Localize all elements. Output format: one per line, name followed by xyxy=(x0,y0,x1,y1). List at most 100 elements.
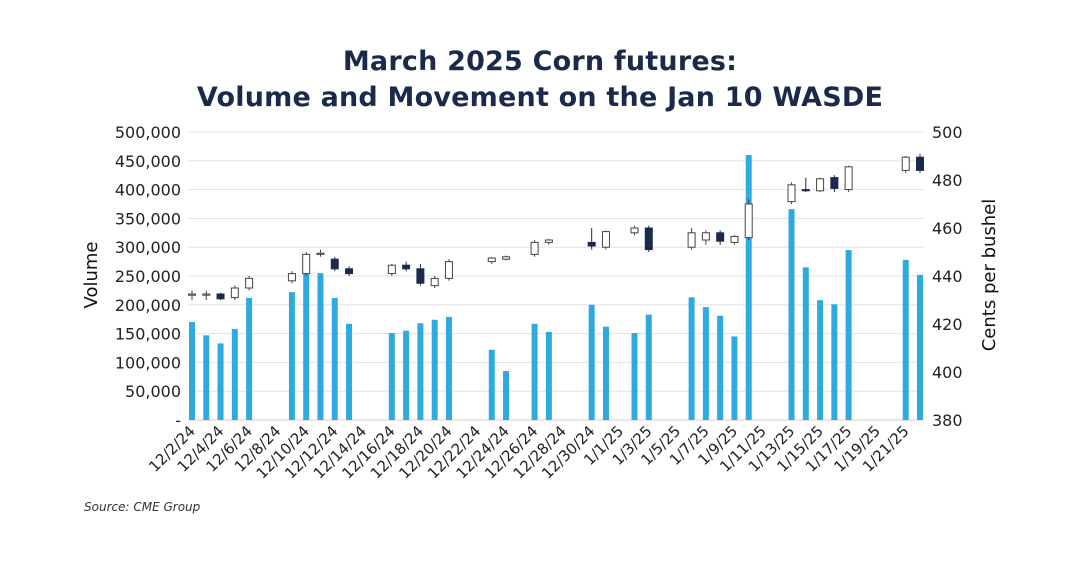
volume-bar xyxy=(602,326,609,420)
candle xyxy=(687,228,696,250)
left-tick-label: 250,000 xyxy=(115,267,181,286)
left-tick-label: - xyxy=(175,411,181,430)
candle-body xyxy=(530,241,539,255)
volume-bar xyxy=(417,323,424,420)
candle xyxy=(916,153,924,173)
x-axis-ticks: 12/2/2412/4/2412/6/2412/8/2412/10/2412/1… xyxy=(145,422,912,482)
volume-bar xyxy=(388,333,395,420)
volume-bar xyxy=(431,319,438,420)
chart-title: March 2025 Corn futures: Volume and Move… xyxy=(0,44,1080,116)
candle xyxy=(544,238,553,245)
volume-bar xyxy=(217,343,224,420)
volume-bar xyxy=(203,335,210,420)
candle-body xyxy=(744,203,753,239)
candle-body xyxy=(487,257,496,263)
left-tick-label: 150,000 xyxy=(115,325,181,344)
candle xyxy=(330,256,339,272)
volume-bar xyxy=(831,304,838,420)
candle-body xyxy=(416,268,425,284)
volume-bar xyxy=(189,322,195,420)
candle xyxy=(245,276,254,291)
candle xyxy=(287,271,296,284)
volume-bar xyxy=(246,297,253,420)
candle-body xyxy=(701,232,710,241)
candle-body xyxy=(730,235,739,243)
candle xyxy=(630,225,639,236)
candle xyxy=(387,264,396,276)
volume-bar xyxy=(503,371,510,420)
candle xyxy=(487,256,496,264)
candle xyxy=(530,240,539,257)
candle xyxy=(801,177,810,192)
candle-body xyxy=(644,227,653,251)
candle xyxy=(644,225,653,252)
candle-body xyxy=(716,232,725,242)
left-tick-label: 50,000 xyxy=(125,382,181,401)
candle xyxy=(844,165,853,192)
candle xyxy=(402,261,411,272)
right-tick-label: 440 xyxy=(932,267,963,286)
candle xyxy=(716,230,725,245)
candle-body xyxy=(787,184,796,203)
right-tick-label: 380 xyxy=(932,411,963,430)
right-tick-label: 480 xyxy=(932,171,963,190)
candle-body xyxy=(216,293,225,300)
volume-bar xyxy=(788,209,795,420)
volume-bar xyxy=(745,155,752,421)
candle-body xyxy=(430,277,439,287)
candle xyxy=(216,292,225,300)
volume-bar xyxy=(817,300,824,420)
candle-body xyxy=(402,264,411,270)
volume-bar xyxy=(403,330,410,420)
volume-bars xyxy=(189,155,923,421)
volume-bar xyxy=(331,297,338,420)
volume-bar xyxy=(802,267,809,420)
chart-title-line-2: Volume and Movement on the Jan 10 WASDE xyxy=(196,82,884,113)
candle-body xyxy=(801,189,810,192)
candle xyxy=(444,259,453,281)
candle-body xyxy=(202,293,211,296)
candle xyxy=(230,285,239,300)
volume-bar xyxy=(317,273,324,420)
volume-bar xyxy=(702,307,709,420)
volume-bar xyxy=(346,323,353,420)
source-note: Source: CME Group xyxy=(84,500,201,514)
left-tick-label: 200,000 xyxy=(115,296,181,315)
candle xyxy=(601,230,610,250)
candle-body xyxy=(245,277,254,289)
candle-body xyxy=(844,166,853,191)
right-axis-ticks: 380 400 420 440 460 480 500 xyxy=(932,123,963,430)
candle xyxy=(587,228,596,250)
candle xyxy=(701,230,710,245)
candle-body xyxy=(916,156,924,171)
candle xyxy=(302,252,311,276)
left-tick-label: 450,000 xyxy=(115,152,181,171)
candle-body xyxy=(502,256,511,260)
volume-bar xyxy=(545,331,552,420)
candle-body xyxy=(188,293,196,296)
candle xyxy=(787,182,796,204)
right-tick-label: 420 xyxy=(932,315,963,334)
candle-body xyxy=(687,232,696,248)
candle xyxy=(901,156,910,173)
volume-bar xyxy=(717,315,724,420)
volume-bar xyxy=(588,304,595,420)
volume-bar xyxy=(303,269,310,420)
candle xyxy=(744,199,753,240)
chart-title-line-1: March 2025 Corn futures: xyxy=(342,46,738,77)
left-tick-label: 350,000 xyxy=(115,209,181,228)
left-tick-label: 400,000 xyxy=(115,181,181,200)
left-axis-ticks: - 50,000 100,000 150,000 200,000 250,000 300,0… xyxy=(115,123,181,430)
volume-bar xyxy=(731,336,738,420)
left-tick-label: 100,000 xyxy=(115,353,181,372)
grid-lines xyxy=(188,131,924,421)
candle-body xyxy=(330,258,339,270)
right-axis-title: Cents per bushel xyxy=(979,199,1000,352)
volume-bar xyxy=(845,250,852,420)
candle xyxy=(316,249,325,257)
right-tick-label: 460 xyxy=(932,219,963,238)
left-tick-label: 500,000 xyxy=(115,123,181,142)
candle-body xyxy=(387,264,396,275)
right-tick-label: 500 xyxy=(932,123,963,142)
